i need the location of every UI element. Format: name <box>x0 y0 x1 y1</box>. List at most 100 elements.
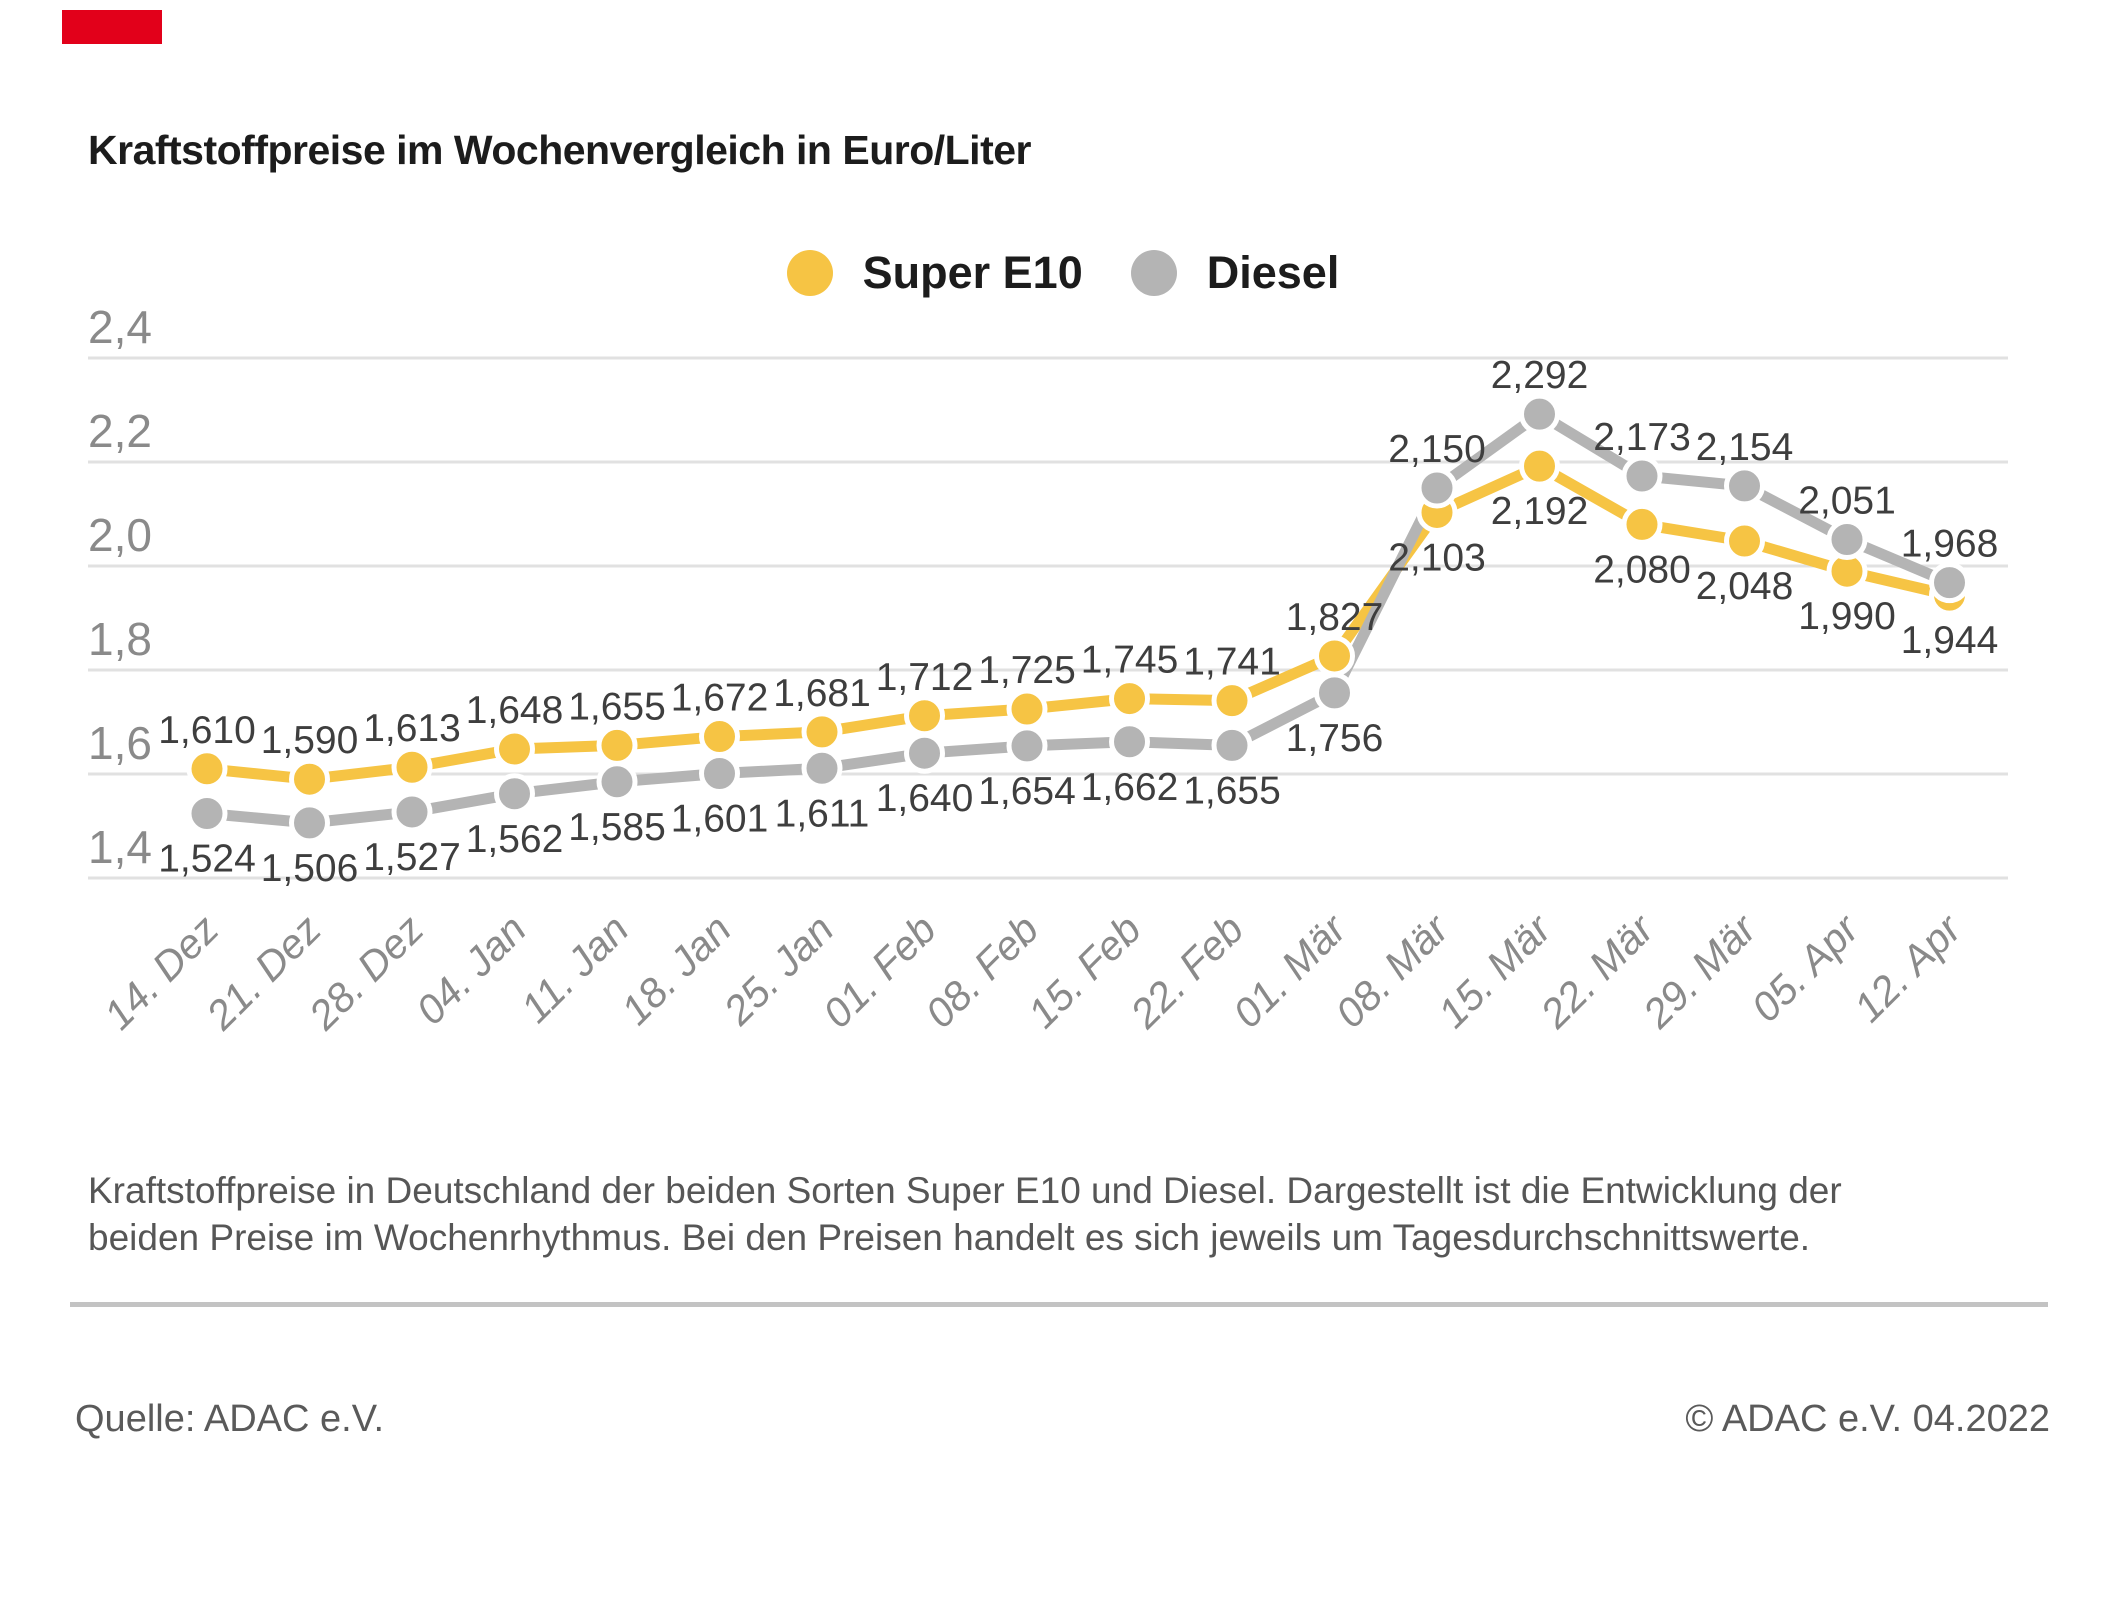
value-label-diesel: 1,640 <box>876 777 974 820</box>
value-label-super-e10: 2,048 <box>1696 565 1794 608</box>
x-tick-label: 22. Feb <box>1121 906 1253 1038</box>
data-point-diesel <box>596 761 638 803</box>
x-tick-label: 15. Mär <box>1429 904 1561 1036</box>
x-tick-label: 04. Jan <box>407 906 535 1034</box>
value-label-super-e10: 1,741 <box>1183 641 1281 684</box>
value-label-super-e10: 2,192 <box>1491 490 1589 533</box>
data-point-diesel <box>801 747 843 789</box>
legend-label-super-e10: Super E10 <box>862 247 1083 298</box>
legend-item-diesel: Diesel <box>1130 247 1340 299</box>
value-label-super-e10: 1,613 <box>363 707 461 750</box>
data-point-super-e10 <box>1006 688 1048 730</box>
value-label-diesel: 2,154 <box>1696 426 1794 469</box>
y-tick-label: 1,6 <box>88 717 152 769</box>
data-point-diesel <box>1621 455 1663 497</box>
data-point-diesel <box>1416 467 1458 509</box>
data-point-super-e10 <box>289 758 330 800</box>
page-title: Kraftstoffpreise im Wochenvergleich in E… <box>88 127 1031 174</box>
y-tick-label: 1,8 <box>88 613 152 665</box>
footer-divider <box>70 1302 2048 1307</box>
value-label-super-e10: 1,672 <box>671 677 769 720</box>
data-point-super-e10 <box>391 746 433 788</box>
data-point-diesel <box>699 752 740 794</box>
value-label-diesel: 1,662 <box>1081 766 1179 809</box>
value-label-super-e10: 1,655 <box>568 685 666 728</box>
value-label-diesel: 1,968 <box>1901 523 1999 566</box>
data-point-diesel <box>1211 724 1253 766</box>
y-tick-label: 2,4 <box>88 301 152 353</box>
data-point-diesel <box>1519 393 1560 435</box>
value-label-super-e10: 1,712 <box>876 656 974 699</box>
x-tick-label: 12. Apr <box>1845 904 1972 1031</box>
data-point-diesel <box>1109 721 1150 763</box>
legend-label-diesel: Diesel <box>1206 247 1340 298</box>
value-label-super-e10: 1,590 <box>261 719 359 762</box>
data-point-diesel <box>1929 562 1970 604</box>
data-point-super-e10 <box>1621 503 1663 545</box>
x-tick-label: 08. Mär <box>1327 904 1459 1036</box>
data-point-diesel <box>186 793 228 835</box>
chart-legend: Super E10 Diesel <box>0 247 2126 299</box>
copyright-text: © ADAC e.V. 04.2022 <box>1685 1398 2050 1440</box>
y-tick-label: 1,4 <box>88 821 152 873</box>
data-point-super-e10 <box>801 711 843 753</box>
value-label-diesel: 2,292 <box>1491 354 1589 397</box>
value-label-diesel: 2,173 <box>1593 416 1691 459</box>
data-point-super-e10 <box>494 728 535 770</box>
data-point-super-e10 <box>596 724 638 766</box>
value-label-diesel: 1,562 <box>466 818 564 861</box>
data-point-super-e10 <box>1724 520 1765 562</box>
x-tick-label: 01. Mär <box>1224 904 1356 1036</box>
value-label-diesel: 1,654 <box>978 770 1076 813</box>
x-tick-label: 15. Feb <box>1019 906 1150 1037</box>
data-point-super-e10 <box>1109 678 1150 720</box>
value-label-super-e10: 1,944 <box>1901 619 1999 662</box>
x-tick-label: 22. Mär <box>1531 904 1664 1037</box>
x-tick-label: 08. Feb <box>917 906 1048 1037</box>
value-label-super-e10: 1,827 <box>1286 596 1384 639</box>
value-label-diesel: 1,611 <box>775 792 870 835</box>
data-point-super-e10 <box>186 748 228 790</box>
x-tick-label: 21. Dez <box>197 906 330 1039</box>
data-point-super-e10 <box>1211 680 1253 722</box>
value-label-super-e10: 1,745 <box>1081 639 1179 682</box>
value-label-diesel: 1,585 <box>568 806 666 849</box>
value-label-diesel: 1,756 <box>1286 717 1384 760</box>
value-label-diesel: 1,506 <box>261 847 359 890</box>
x-tick-label: 05. Apr <box>1742 904 1869 1031</box>
value-label-super-e10: 2,080 <box>1593 548 1691 591</box>
data-point-super-e10 <box>904 695 945 737</box>
x-tick-label: 11. Jan <box>512 906 637 1031</box>
value-label-diesel: 2,051 <box>1798 479 1896 522</box>
value-label-diesel: 1,601 <box>671 797 769 840</box>
y-tick-label: 2,2 <box>88 405 152 457</box>
data-point-diesel <box>289 802 330 844</box>
chart-description: Kraftstoffpreise in Deutschland der beid… <box>88 1170 1842 1259</box>
data-point-diesel <box>1826 518 1868 560</box>
value-label-super-e10: 1,990 <box>1798 595 1896 638</box>
super-e10-dot-icon <box>786 250 833 296</box>
value-label-super-e10: 1,610 <box>158 709 256 752</box>
data-point-diesel <box>1724 465 1765 507</box>
data-point-diesel <box>391 791 433 833</box>
value-label-diesel: 1,527 <box>363 836 461 879</box>
series-line-super-e10 <box>201 460 1955 785</box>
x-tick-label: 01. Feb <box>814 906 945 1037</box>
value-label-diesel: 1,524 <box>158 838 256 881</box>
x-tick-label: 18. Jan <box>612 906 740 1034</box>
value-label-super-e10: 1,725 <box>978 649 1076 692</box>
source-text: Quelle: ADAC e.V. <box>75 1398 385 1440</box>
brand-mark <box>62 10 162 44</box>
legend-item-super-e10: Super E10 <box>786 247 1083 299</box>
x-tick-label: 29. Mär <box>1633 904 1766 1037</box>
value-label-diesel: 2,150 <box>1388 428 1486 471</box>
value-label-super-e10: 2,103 <box>1388 536 1486 579</box>
value-label-super-e10: 1,681 <box>773 672 871 715</box>
source-row: Quelle: ADAC e.V. © ADAC e.V. 04.2022 <box>75 1398 2050 1441</box>
x-tick-label: 14. Dez <box>95 906 227 1038</box>
data-point-super-e10 <box>1519 445 1560 487</box>
data-point-super-e10 <box>1314 635 1355 677</box>
value-label-diesel: 1,655 <box>1183 769 1281 812</box>
data-point-super-e10 <box>699 716 740 758</box>
